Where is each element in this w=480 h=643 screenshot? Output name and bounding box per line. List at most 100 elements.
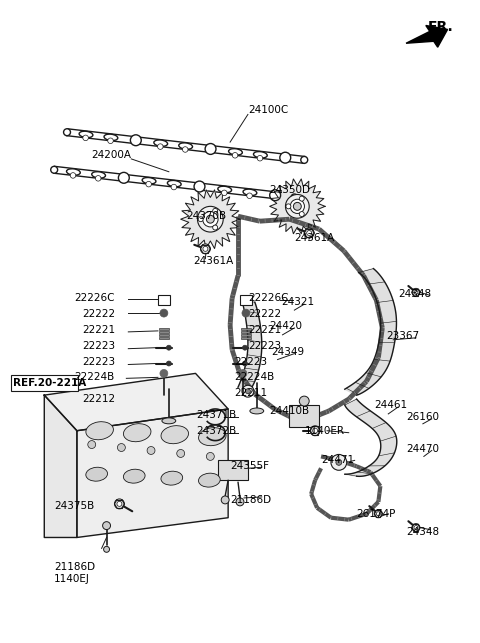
- Circle shape: [167, 361, 171, 366]
- Circle shape: [70, 173, 76, 178]
- Bar: [241, 337, 251, 339]
- Ellipse shape: [199, 428, 226, 446]
- Bar: [218, 460, 248, 480]
- Circle shape: [290, 199, 304, 213]
- Circle shape: [374, 510, 383, 518]
- Circle shape: [104, 547, 109, 552]
- Circle shape: [257, 156, 263, 161]
- Circle shape: [280, 152, 291, 163]
- Circle shape: [242, 361, 247, 366]
- Circle shape: [103, 521, 110, 530]
- Circle shape: [247, 193, 252, 199]
- Ellipse shape: [218, 186, 231, 193]
- Circle shape: [242, 345, 247, 350]
- Bar: [159, 328, 169, 330]
- Text: 24420: 24420: [270, 321, 303, 331]
- Text: 22211: 22211: [234, 388, 267, 398]
- Text: 24348: 24348: [406, 527, 439, 536]
- Circle shape: [108, 138, 113, 143]
- Circle shape: [414, 525, 418, 530]
- Circle shape: [147, 446, 155, 455]
- Bar: [159, 337, 169, 339]
- Ellipse shape: [92, 172, 106, 178]
- Text: 24371B: 24371B: [196, 410, 237, 420]
- Text: REF.20-221A: REF.20-221A: [12, 378, 86, 388]
- Bar: [241, 328, 251, 330]
- Polygon shape: [77, 409, 228, 538]
- Ellipse shape: [199, 473, 220, 487]
- Text: 24461: 24461: [374, 400, 408, 410]
- Circle shape: [167, 345, 171, 350]
- Text: 24372B: 24372B: [196, 426, 237, 436]
- Bar: [241, 334, 251, 336]
- Text: 22224B: 22224B: [74, 372, 114, 383]
- Circle shape: [206, 215, 214, 223]
- Circle shape: [286, 204, 291, 209]
- Circle shape: [236, 498, 244, 506]
- Circle shape: [182, 147, 188, 152]
- Ellipse shape: [123, 469, 145, 483]
- Text: 24410B: 24410B: [270, 406, 310, 416]
- Bar: [159, 331, 169, 333]
- Circle shape: [177, 449, 185, 457]
- Polygon shape: [238, 300, 262, 387]
- Circle shape: [206, 453, 214, 460]
- Text: 22222: 22222: [82, 309, 115, 319]
- Text: 24200A: 24200A: [92, 150, 132, 160]
- Circle shape: [300, 212, 304, 217]
- Text: 22223: 22223: [234, 356, 267, 367]
- Ellipse shape: [168, 181, 181, 187]
- Ellipse shape: [250, 408, 264, 414]
- Circle shape: [194, 181, 205, 192]
- Text: 22221: 22221: [248, 325, 281, 335]
- Polygon shape: [44, 395, 77, 538]
- Circle shape: [203, 212, 218, 227]
- Text: 1140EJ: 1140EJ: [54, 574, 90, 584]
- Circle shape: [146, 181, 151, 187]
- Text: 24370B: 24370B: [187, 212, 227, 221]
- Text: 24470: 24470: [406, 444, 439, 453]
- Text: 24321: 24321: [281, 297, 314, 307]
- Circle shape: [336, 459, 342, 466]
- Circle shape: [412, 523, 420, 532]
- Ellipse shape: [161, 426, 189, 444]
- Circle shape: [242, 385, 254, 397]
- Circle shape: [242, 309, 250, 317]
- Text: 24348: 24348: [398, 289, 431, 300]
- Circle shape: [221, 496, 229, 504]
- Polygon shape: [345, 269, 396, 395]
- Circle shape: [171, 185, 177, 190]
- Circle shape: [331, 455, 347, 470]
- Circle shape: [114, 499, 124, 509]
- Text: 24361A: 24361A: [294, 233, 335, 243]
- Text: 22226C: 22226C: [74, 293, 114, 303]
- Text: 24349: 24349: [272, 347, 305, 357]
- Circle shape: [213, 208, 217, 213]
- Text: 24471: 24471: [321, 455, 354, 466]
- Circle shape: [160, 309, 168, 317]
- Bar: [241, 331, 251, 333]
- Circle shape: [412, 289, 420, 296]
- Text: 24375B: 24375B: [54, 501, 95, 511]
- Circle shape: [117, 502, 122, 506]
- Text: 24350D: 24350D: [270, 185, 311, 195]
- Circle shape: [245, 389, 251, 394]
- Text: 24100C: 24100C: [248, 105, 288, 116]
- Circle shape: [376, 512, 380, 516]
- Circle shape: [88, 440, 96, 449]
- Circle shape: [213, 225, 217, 230]
- Circle shape: [118, 444, 125, 451]
- Ellipse shape: [123, 424, 151, 442]
- Ellipse shape: [86, 422, 113, 440]
- Circle shape: [286, 194, 309, 218]
- Ellipse shape: [243, 189, 257, 195]
- Text: 22223: 22223: [82, 341, 115, 350]
- Polygon shape: [270, 179, 325, 234]
- Polygon shape: [345, 399, 397, 476]
- Circle shape: [414, 291, 418, 294]
- Ellipse shape: [162, 418, 176, 424]
- Circle shape: [222, 190, 227, 195]
- Circle shape: [304, 228, 314, 238]
- Ellipse shape: [142, 177, 156, 184]
- Text: 22226C: 22226C: [248, 293, 288, 303]
